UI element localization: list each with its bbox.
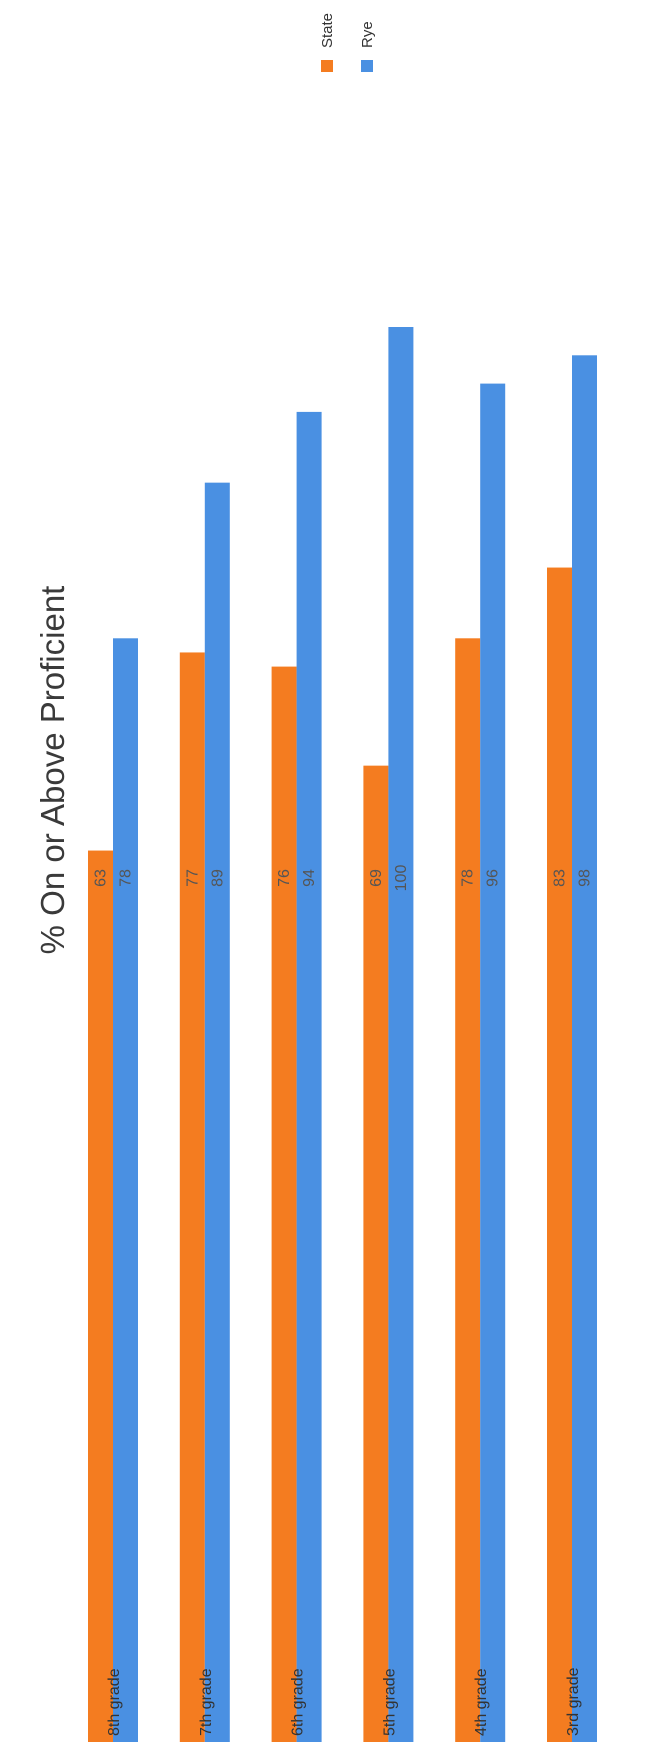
legend-label-state: State — [319, 13, 336, 48]
legend-swatch-state — [321, 60, 333, 72]
category-label-1: 8th grade — [106, 1668, 123, 1736]
data-label-rye-5: 96 — [485, 869, 502, 887]
chart-title: % On or Above Proficient — [34, 586, 71, 955]
bar-rye-6 — [572, 355, 597, 1742]
data-label-rye-3: 94 — [301, 869, 318, 887]
chart-legend: State Rye — [319, 13, 376, 72]
bar-state-1 — [88, 850, 113, 1742]
bar-rye-3 — [296, 411, 322, 1742]
chart-bars — [88, 327, 597, 1743]
category-label-4: 5th grade — [381, 1668, 398, 1736]
category-label-5: 4th grade — [473, 1668, 490, 1736]
data-label-rye-1: 78 — [118, 869, 135, 887]
bar-state-6 — [547, 567, 572, 1742]
data-label-state-2: 77 — [184, 869, 201, 887]
chart-category-labels: 8th grade 7th grade 6th grade 5th grade 4th … — [106, 1667, 582, 1736]
chart-data-labels: 63 78 77 89 76 94 69 100 78 96 83 98 — [93, 865, 594, 892]
data-label-state-1: 63 — [93, 869, 110, 887]
category-label-3: 6th grade — [290, 1668, 307, 1736]
data-label-rye-6: 98 — [577, 869, 594, 887]
data-label-rye-4: 100 — [393, 865, 410, 892]
chart-title-group: % On or Above Proficient — [34, 586, 71, 955]
bar-state-3 — [271, 666, 297, 1742]
bar-rye-1 — [113, 638, 138, 1742]
bar-state-2 — [179, 652, 205, 1743]
category-label-2: 7th grade — [198, 1668, 215, 1736]
data-label-state-4: 69 — [368, 869, 385, 887]
bar-state-5 — [455, 638, 481, 1742]
bar-rye-4 — [388, 327, 414, 1742]
legend-label-rye: Rye — [359, 21, 376, 48]
bar-rye-5 — [480, 383, 506, 1743]
legend-swatch-rye — [361, 60, 373, 72]
bar-rye-2 — [204, 482, 230, 1742]
data-label-state-5: 78 — [460, 869, 477, 887]
category-label-6: 3rd grade — [565, 1667, 582, 1736]
data-label-state-3: 76 — [276, 869, 293, 887]
bar-state-4 — [363, 765, 389, 1742]
data-label-rye-2: 89 — [209, 869, 226, 887]
data-label-state-6: 83 — [552, 869, 569, 887]
